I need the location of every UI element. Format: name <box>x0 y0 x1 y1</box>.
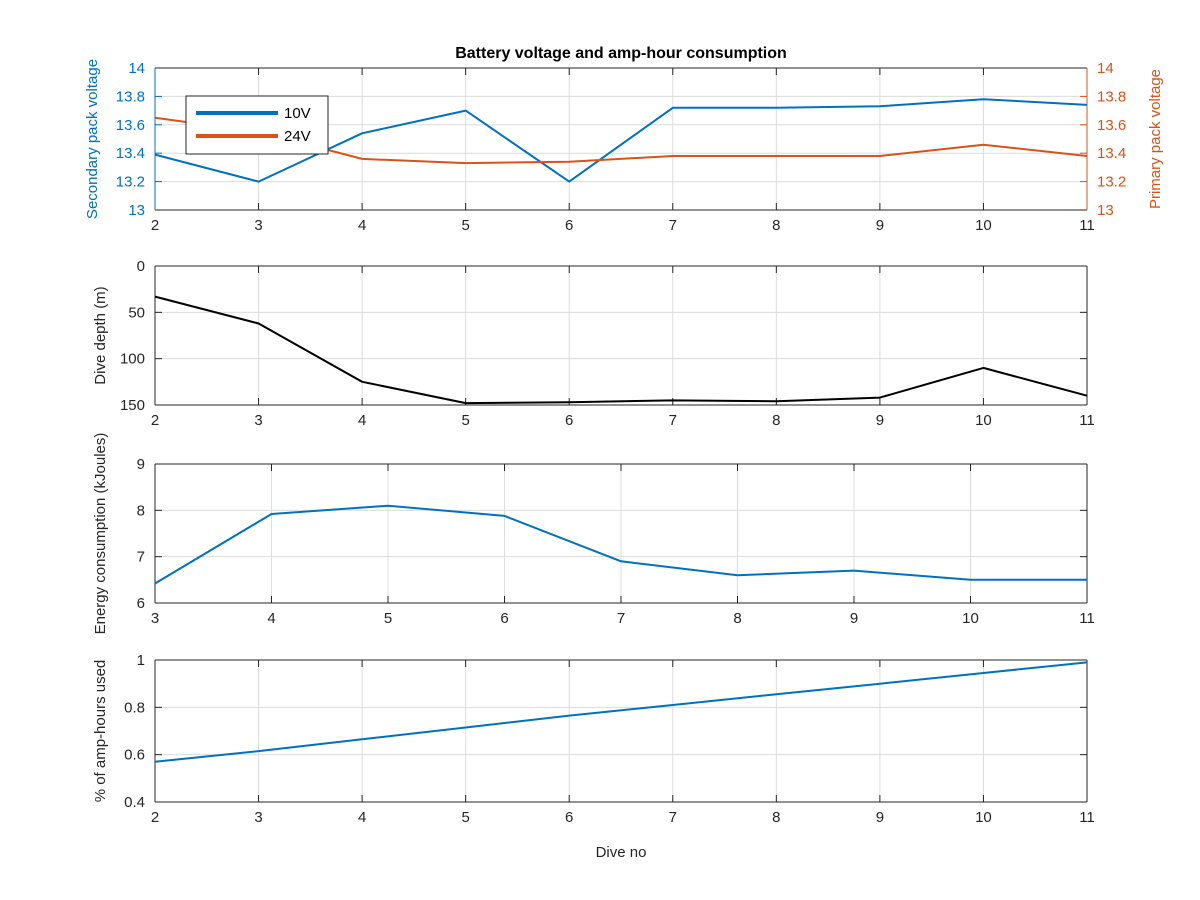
x-tick-label: 10 <box>975 809 992 826</box>
y-tick-label: 0.4 <box>124 794 145 811</box>
x-tick-label: 6 <box>565 809 573 826</box>
y-right-axis-label: Primary pack voltage <box>1147 69 1164 209</box>
y-tick-label: 150 <box>120 397 145 414</box>
subplot-4: 2 3 4 5 6 7 8 9 10 11 0.4 0.6 0.8 1 % of amp-hours use… <box>92 652 1095 861</box>
x-tick-label: 11 <box>1079 217 1095 234</box>
series-line-1 <box>154 661 1088 763</box>
series-line-10v <box>154 98 1088 183</box>
x-tick-label: 10 <box>975 217 992 234</box>
x-tick-label: 4 <box>358 412 366 429</box>
subplot-1: 2 3 4 5 6 7 8 9 10 111313.213.413.613.8141313.213… <box>84 59 1164 234</box>
legend-label-24v: 24V <box>284 128 311 145</box>
x-tick-label: 6 <box>565 217 573 234</box>
x-tick-label: 9 <box>876 412 884 429</box>
y-axis-label: % of amp-hours used <box>92 660 109 803</box>
x-tick-label: 3 <box>151 610 159 627</box>
x-tick-label: 10 <box>962 610 979 627</box>
x-tick-label: 6 <box>565 412 573 429</box>
x-tick-label: 2 <box>151 217 159 234</box>
x-tick-label: 7 <box>669 809 677 826</box>
y-tick-label: 50 <box>128 304 145 321</box>
x-tick-label: 2 <box>151 412 159 429</box>
x-tick-label: 5 <box>461 217 469 234</box>
x-tick-label: 9 <box>876 217 884 234</box>
x-tick-label: 4 <box>358 809 366 826</box>
y-right-tick-label: 13.6 <box>1097 117 1126 134</box>
y-right-tick-label: 13 <box>1097 202 1114 219</box>
y-tick-label: 13.4 <box>116 145 145 162</box>
y-tick-label: 13 <box>128 202 145 219</box>
x-tick-label: 11 <box>1079 610 1095 627</box>
y-axis-label: Dive depth (m) <box>92 286 109 384</box>
plot-area <box>155 266 1087 405</box>
legend-box <box>185 95 329 155</box>
x-tick-label: 3 <box>254 809 262 826</box>
legend-label-10v: 10V <box>284 105 311 122</box>
y-tick-label: 13.8 <box>116 88 145 105</box>
x-tick-label: 9 <box>850 610 858 627</box>
x-tick-label: 7 <box>669 412 677 429</box>
x-tick-label: 8 <box>733 610 741 627</box>
x-tick-label: 7 <box>669 217 677 234</box>
x-tick-label: 5 <box>461 412 469 429</box>
y-tick-label: 1 <box>137 652 145 669</box>
x-tick-label: 8 <box>772 217 780 234</box>
y-tick-label: 6 <box>137 595 145 612</box>
y-right-tick-label: 14 <box>1097 60 1114 77</box>
x-tick-label: 5 <box>461 809 469 826</box>
y-right-tick-label: 13.8 <box>1097 88 1126 105</box>
chart-title: Battery voltage and amp-hour consumption <box>455 45 787 62</box>
x-tick-label: 9 <box>876 809 884 826</box>
x-tick-label: 3 <box>254 217 262 234</box>
y-right-tick-label: 13.4 <box>1097 145 1126 162</box>
y-tick-label: 9 <box>137 456 145 473</box>
y-tick-label: 100 <box>120 351 145 368</box>
x-tick-label: 5 <box>384 610 392 627</box>
x-tick-label: 11 <box>1079 412 1095 429</box>
series-line-1 <box>154 295 1088 405</box>
x-tick-label: 8 <box>772 412 780 429</box>
plot-area <box>155 660 1087 802</box>
subplot-3: 3 4 5 6 7 8 9 10 11 6 7 8 9 Energy consumption (kJoul… <box>92 433 1095 635</box>
x-tick-label: 6 <box>500 610 508 627</box>
y-axis-label: Secondary pack voltage <box>84 59 101 219</box>
y-tick-label: 7 <box>137 549 145 566</box>
y-tick-label: 8 <box>137 502 145 519</box>
y-tick-label: 13.6 <box>116 117 145 134</box>
y-tick-label: 0 <box>137 258 145 275</box>
y-tick-label: 0.6 <box>124 747 145 764</box>
x-axis-label: Dive no <box>596 844 647 861</box>
y-axis-label: Energy consumption (kJoules) <box>92 433 109 635</box>
x-tick-label: 4 <box>358 217 366 234</box>
x-tick-label: 10 <box>975 412 992 429</box>
x-tick-label: 2 <box>151 809 159 826</box>
y-tick-label: 14 <box>128 60 145 77</box>
x-tick-label: 7 <box>617 610 625 627</box>
x-tick-label: 8 <box>772 809 780 826</box>
x-tick-label: 3 <box>254 412 262 429</box>
y-tick-label: 13.2 <box>116 174 145 191</box>
y-right-tick-label: 13.2 <box>1097 174 1126 191</box>
y-tick-label: 0.8 <box>124 699 145 716</box>
x-tick-label: 4 <box>267 610 275 627</box>
subplot-2: 2 3 4 5 6 7 8 9 10 11 0 50 100 150 Dive depth (m) <box>92 258 1095 429</box>
x-tick-label: 11 <box>1079 809 1095 826</box>
series-line-1 <box>154 504 1087 585</box>
